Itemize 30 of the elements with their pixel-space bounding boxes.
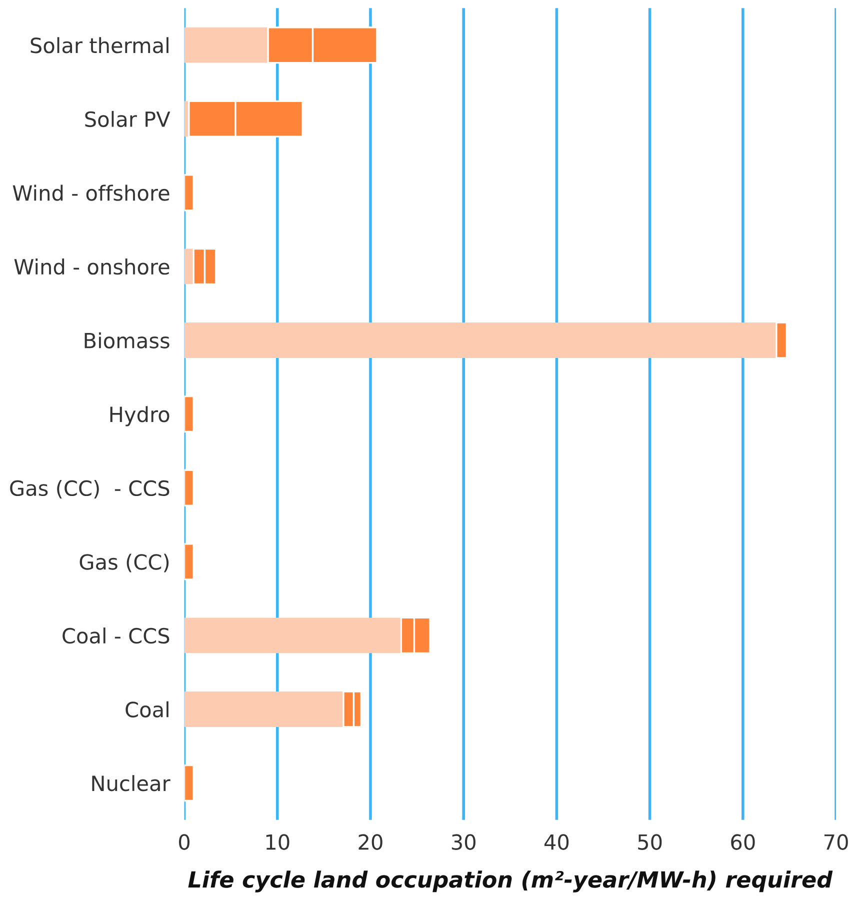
y-tick-label: Gas (CC) xyxy=(80,554,169,572)
y-tick-label: Coal xyxy=(126,701,168,718)
y-tick-label: Wind - offshore xyxy=(12,184,170,201)
y-tick-label: Wind - onshore xyxy=(14,258,170,275)
bar xyxy=(184,469,194,506)
x-tick-label: 50 xyxy=(638,834,662,850)
y-tick-label: Solar PV xyxy=(85,110,170,128)
x-tick-label: 40 xyxy=(544,834,569,850)
bar xyxy=(184,692,344,727)
bar xyxy=(184,764,194,802)
bar xyxy=(184,322,776,358)
x-tick-label: 30 xyxy=(452,834,476,850)
y-tick-label: Biomass xyxy=(84,332,170,348)
y-tick-label: Hydro xyxy=(110,406,170,426)
bar xyxy=(184,618,402,654)
bar xyxy=(776,322,788,359)
y-tick-label: Nuclear xyxy=(92,775,170,792)
x-tick-label: 10 xyxy=(266,834,290,850)
y-tick-label: Coal - CCS xyxy=(62,628,170,644)
y-tick-label: Gas (CC) - CCS xyxy=(10,480,170,499)
x-tick-label: 0 xyxy=(179,834,190,850)
x-tick-label: 70 xyxy=(824,834,848,850)
x-tick-label: 20 xyxy=(358,834,382,850)
x-tick-label: 60 xyxy=(731,834,755,850)
x-axis-title: Life cycle land occupation (m²-year/MW-h) required xyxy=(188,870,833,892)
bar xyxy=(184,396,194,433)
bar xyxy=(184,27,268,63)
y-tick-label: Solar thermal xyxy=(30,37,168,54)
bar xyxy=(184,174,194,212)
bar xyxy=(184,543,194,580)
